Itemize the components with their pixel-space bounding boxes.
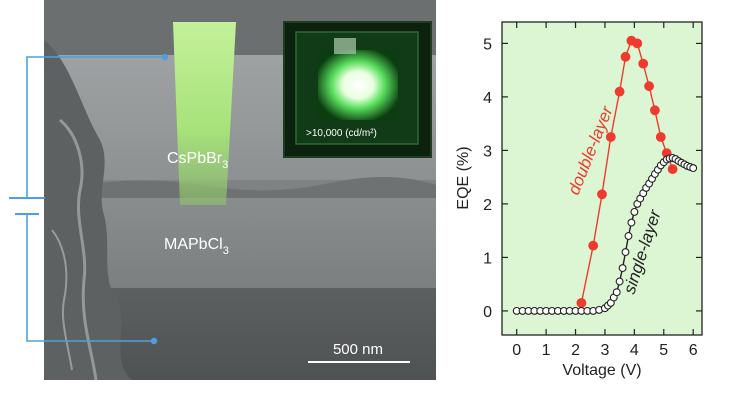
circuit-wires: [9, 56, 165, 342]
data-point-single-layer: [627, 218, 636, 227]
data-point-single-layer: [618, 264, 627, 273]
led-inset: >10,000 (cd/m²): [283, 21, 432, 158]
x-tick-label: 4: [630, 342, 639, 359]
data-point-double-layer: [638, 58, 649, 69]
scale-bar-label: 500 nm: [333, 341, 383, 358]
data-point-double-layer: [597, 189, 607, 200]
layer-interface: [90, 176, 436, 198]
series-points: [512, 35, 698, 315]
y-tick-label: 4: [483, 90, 492, 107]
x-axis-label: Voltage (V): [562, 362, 641, 379]
data-point-single-layer: [615, 277, 624, 286]
x-tick-label: 0: [512, 342, 521, 359]
mapbcl3-label: MAPbCl3: [164, 236, 229, 257]
contact-bottom: [150, 337, 158, 345]
wire-bottom: [26, 214, 154, 342]
data-point-double-layer: [644, 81, 654, 92]
x-tick-label: 2: [571, 342, 580, 359]
data-point-double-layer: [655, 132, 666, 142]
plot-area: [501, 21, 703, 336]
mapbcl3-label-main: MAPbCl: [164, 236, 223, 253]
sem-panel: >10,000 (cd/m²) CsPbBr3 MAPbCl3 500 nm: [44, 0, 436, 381]
x-tick-label: 3: [600, 342, 609, 359]
data-point-single-layer: [630, 207, 639, 216]
wire-top: [26, 56, 165, 198]
led-glow: [318, 50, 398, 120]
x-tick-label: 5: [659, 342, 668, 359]
data-point-single-layer: [624, 232, 633, 240]
data-point-single-layer: [621, 248, 630, 257]
data-point-double-layer: [632, 38, 643, 49]
cleaved-edge-highlight: [59, 118, 98, 381]
contact-top: [161, 53, 169, 61]
data-point-double-layer: [667, 164, 678, 175]
data-point-double-layer: [614, 86, 625, 97]
data-point-double-layer: [650, 105, 660, 116]
mapbcl3-label-sub: 3: [223, 245, 229, 257]
inset-label: >10,000 (cd/m²): [306, 128, 377, 139]
axis-ticks: 0 1 2 3 4 5 6 0 1 2 3 4 5: [483, 22, 702, 359]
led-pad: [334, 38, 356, 54]
cspbbr3-label-main: CsPbBr: [167, 150, 223, 167]
y-tick-label: 0: [483, 304, 492, 321]
y-tick-label: 2: [483, 197, 492, 214]
y-axis-label: EQE (%): [455, 146, 472, 209]
data-point-double-layer: [588, 240, 599, 251]
data-point-double-layer: [620, 51, 631, 62]
x-tick-label: 6: [689, 342, 698, 359]
y-tick-label: 1: [483, 250, 492, 267]
data-point-single-layer: [612, 288, 621, 297]
x-tick-label: 1: [542, 342, 551, 359]
cspbbr3-label: CsPbBr3: [167, 150, 228, 171]
cspbbr3-label-sub: 3: [222, 159, 228, 171]
data-point-double-layer: [576, 298, 587, 308]
top-electrode: [173, 22, 236, 205]
mapbcl3-layer: [44, 198, 436, 288]
y-tick-label: 5: [483, 36, 492, 53]
data-point-single-layer: [689, 164, 698, 173]
data-point-double-layer: [605, 132, 616, 142]
y-tick-label: 3: [483, 143, 492, 160]
cleaved-edge-highlight-2: [51, 229, 73, 371]
